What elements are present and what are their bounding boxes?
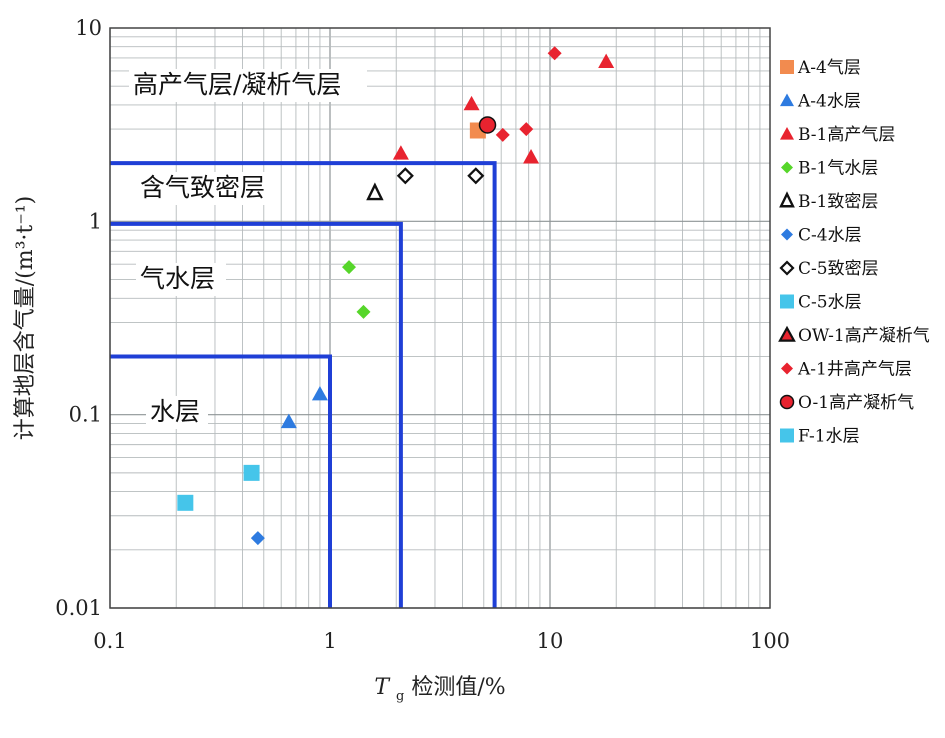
plot-frame (109, 27, 771, 609)
data-point (523, 149, 540, 164)
legend-label: B-1高产气层 (798, 125, 895, 145)
data-point (392, 145, 409, 160)
zone-label: 气水层 (140, 264, 215, 293)
data-point (280, 413, 297, 429)
x-axis-title: T g 检测值/% (374, 675, 505, 706)
data-point (366, 182, 384, 201)
zone-label: 高产气层/凝析气层 (133, 70, 341, 99)
legend: A-4气层 A-4水层 B-1高产气层 B-1气水层 B-1致密层 C-4水层 C-5致密层… (778, 58, 930, 447)
legend-label: C-4水层 (798, 226, 862, 246)
legend-marker (781, 362, 793, 375)
legend-marker (780, 127, 794, 140)
y-tick-label: 0.01 (55, 596, 102, 620)
legend-marker (779, 191, 795, 208)
legend-label: A-1井高产气层 (797, 360, 912, 380)
data-point (341, 260, 356, 275)
zone-boundaries (110, 161, 497, 608)
x-tick-label: 100 (750, 629, 790, 653)
legend-marker (781, 161, 793, 174)
zone-label-background (136, 263, 226, 296)
data-points (177, 46, 615, 546)
legend-label: C-5致密层 (798, 259, 879, 279)
data-point (519, 122, 534, 137)
legend-marker (779, 394, 795, 410)
data-point (396, 167, 414, 185)
legend-label: O-1高产凝析气 (798, 393, 914, 413)
data-point (467, 167, 485, 185)
grid-lines (109, 28, 770, 609)
legend-label: B-1致密层 (798, 192, 878, 212)
data-point (356, 304, 371, 319)
zone-boundary-line (110, 354, 332, 608)
legend-label: A-4水层 (797, 92, 861, 112)
data-point (250, 531, 265, 546)
legend-marker (780, 294, 794, 309)
legend-label: A-4气层 (797, 58, 861, 78)
x-tick-label: 10 (537, 629, 564, 653)
data-point (547, 46, 562, 61)
data-point (311, 385, 328, 401)
y-axis-title: 计算地层含气量/(m³·t⁻¹) (13, 196, 38, 441)
legend-marker (780, 93, 794, 107)
x-axis-title-subscript: g (396, 689, 404, 704)
legend-marker (781, 228, 793, 241)
y-tick-label: 1 (89, 209, 102, 233)
x-tick-label: 0.1 (93, 629, 126, 653)
zone-label: 含气致密层 (140, 173, 265, 202)
legend-label: C-5水层 (798, 293, 862, 313)
x-axis-title-text: 检测值/% (411, 675, 505, 700)
x-axis-title-symbol: T (374, 675, 391, 700)
tick-labels: 0.1 1 10 100 0.01 0.1 1 10 (55, 16, 790, 653)
x-tick-label: 1 (323, 629, 336, 653)
data-point (463, 95, 480, 111)
data-point (495, 127, 510, 142)
legend-marker (780, 428, 794, 443)
legend-marker (779, 260, 795, 276)
legend-marker (778, 325, 796, 342)
y-tick-label: 0.1 (69, 403, 102, 427)
zone-label: 水层 (150, 397, 200, 426)
data-point (598, 53, 615, 69)
legend-label: F-1水层 (798, 427, 860, 447)
data-point (478, 116, 497, 134)
legend-label: OW-1高产凝析气 (798, 326, 930, 346)
legend-label: B-1气水层 (798, 159, 878, 179)
zone-label-background (129, 69, 367, 102)
legend-marker (780, 60, 794, 74)
zone-boundary-line (110, 161, 497, 608)
data-point (243, 464, 260, 481)
zone-label-background (146, 396, 208, 429)
zone-label-background (136, 172, 276, 205)
data-point (177, 494, 194, 511)
y-tick-label: 10 (75, 16, 102, 40)
zone-boundary-line (110, 221, 403, 608)
